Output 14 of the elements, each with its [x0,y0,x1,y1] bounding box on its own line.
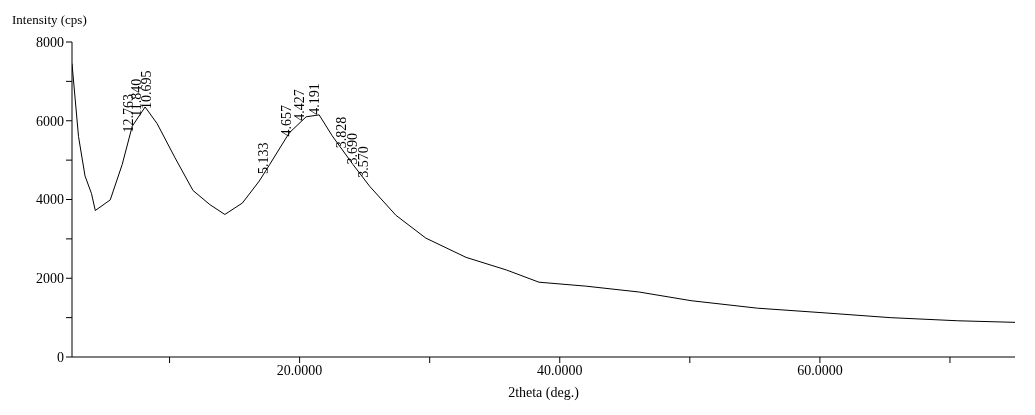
y-tick-label: 8000 [36,34,64,50]
annotation: 4.191 [306,83,322,115]
y-tick-label: 0 [57,349,64,365]
annotation: 4.427 [292,89,308,121]
x-tick-label: 40.0000 [537,362,583,378]
y-axis-title: Intensity (cps) [12,12,87,28]
x-tick-label: 60.0000 [797,362,843,378]
y-tick-label: 2000 [36,271,64,287]
x-axis-title: 2theta (deg.) [508,385,580,401]
annotation: 5.133 [255,142,271,174]
y-tick-label: 6000 [36,113,64,129]
y-tick-label: 4000 [36,192,64,208]
x-tick-label: 20.0000 [276,362,323,378]
annotation: 4.657 [279,105,295,137]
